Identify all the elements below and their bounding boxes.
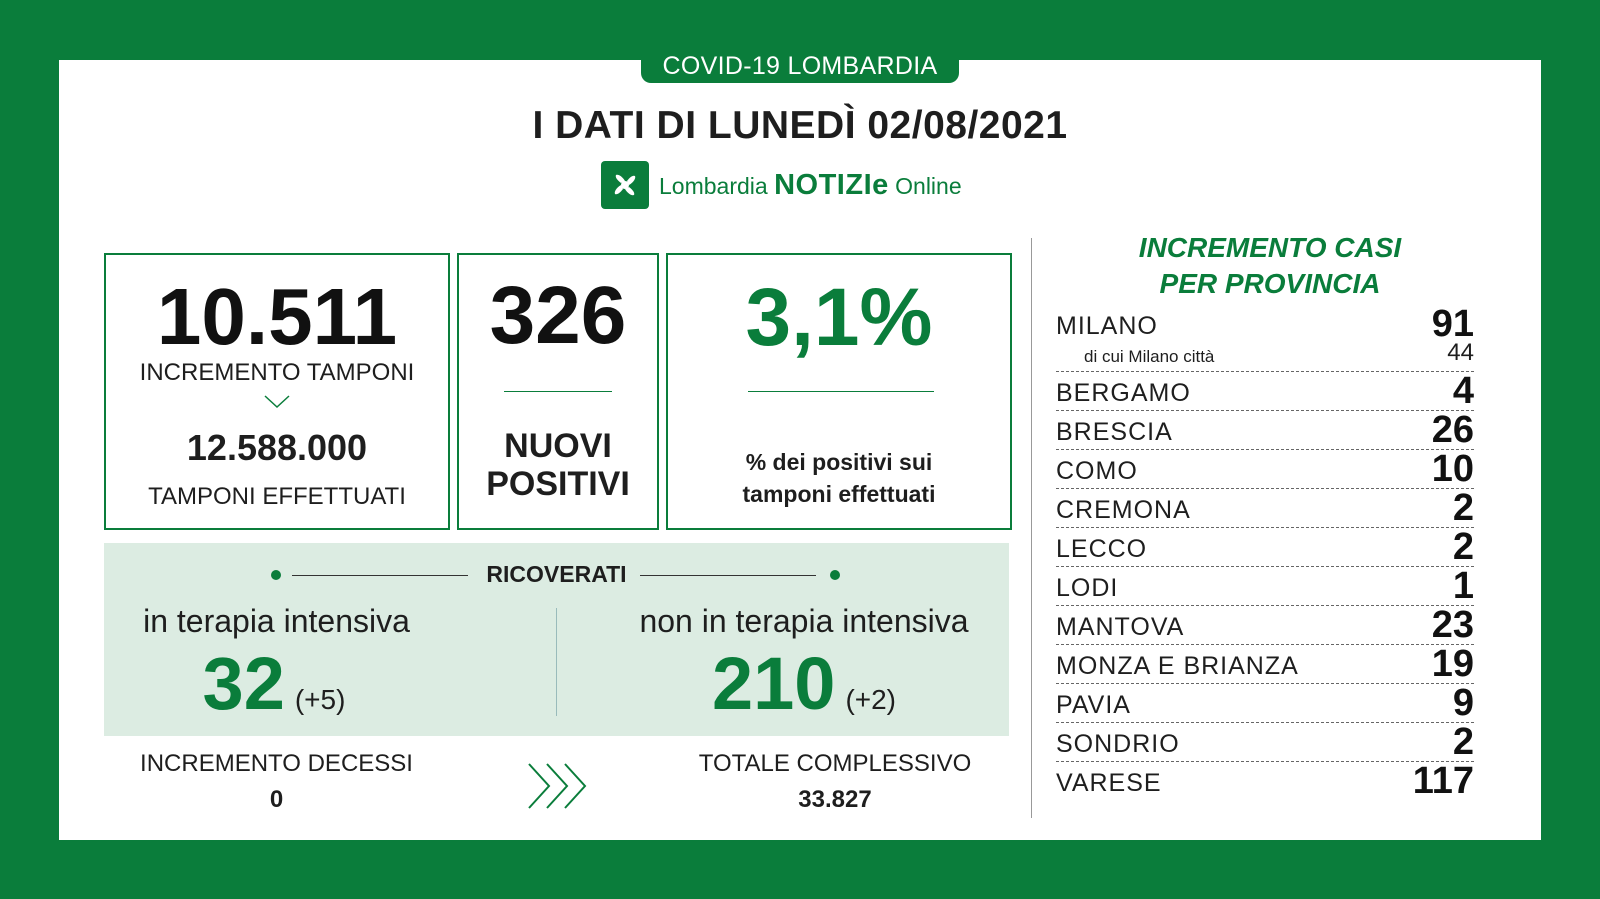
percentuale-label-1: % dei positivi sui — [745, 449, 933, 475]
province-name: LECCO — [1056, 535, 1148, 563]
province-title-2: PER PROVINCIA — [1159, 268, 1381, 299]
province-name: COMO — [1056, 457, 1138, 485]
triple-chevron-right-icon — [525, 760, 595, 817]
chevron-down-icon — [263, 394, 291, 415]
province-row: COMO 10 — [1056, 450, 1474, 489]
non-intensiva-label: non in terapia intensiva — [639, 603, 969, 639]
province-name: MILANO — [1056, 312, 1158, 340]
divider — [504, 391, 612, 392]
logo-text: Lombardia NOTIZIe Online — [659, 169, 962, 202]
province-row-milano: MILANO 91 di cui Milano città 44 — [1056, 305, 1474, 372]
province-value: 2 — [1452, 526, 1474, 568]
intensiva-value-wrap: 32 (+5) — [124, 647, 424, 721]
province-value: 19 — [1431, 643, 1474, 685]
totale-label: TOTALE COMPLESSIVO — [698, 750, 972, 777]
province-row: VARESE 117 — [1056, 762, 1474, 800]
divider — [748, 391, 934, 392]
province-name: VARESE — [1056, 769, 1162, 797]
province-name: MANTOVA — [1056, 613, 1185, 641]
province-name: BERGAMO — [1056, 379, 1191, 407]
province-name: MONZA E BRIANZA — [1056, 652, 1299, 680]
region-tag: COVID-19 LOMBARDIA — [641, 49, 959, 83]
tamponi-total-label: TAMPONI EFFETTUATI — [148, 483, 406, 510]
province-value: 2 — [1452, 721, 1474, 763]
page-title: I DATI DI LUNEDÌ 02/08/2021 — [532, 104, 1068, 147]
province-value: 10 — [1431, 448, 1474, 490]
province-value: 9 — [1452, 682, 1474, 724]
province-row: MANTOVA 23 — [1056, 606, 1474, 645]
decessi-value: 0 — [269, 786, 284, 813]
tamponi-total: 12.588.000 — [186, 427, 368, 468]
line-right — [640, 575, 816, 576]
dot-left — [271, 570, 281, 580]
province-title-1: INCREMENTO CASI — [1138, 232, 1402, 263]
ricoverati-panel: RICOVERATI in terapia intensiva 32 (+5) n… — [104, 543, 1009, 736]
intensiva-value: 32 — [202, 642, 285, 725]
percentuale-label-2: tamponi effettuati — [742, 481, 936, 507]
logo-name: Lombardia — [659, 172, 768, 199]
intensiva-delta: (+5) — [294, 684, 346, 715]
province-value: 1 — [1452, 565, 1474, 607]
decessi-label: INCREMENTO DECESSI — [140, 750, 413, 777]
province-row: PAVIA 9 — [1056, 684, 1474, 723]
vertical-separator — [1031, 238, 1032, 818]
tamponi-increment-label: INCREMENTO TAMPONI — [139, 359, 415, 386]
province-title: INCREMENTO CASI PER PROVINCIA — [1060, 230, 1480, 302]
logo: Lombardia NOTIZIe Online — [601, 160, 962, 210]
tamponi-increment: 10.511 — [156, 272, 398, 361]
non-intensiva-value-wrap: 210 (+2) — [664, 647, 944, 721]
nuovi-positivi-value: 326 — [489, 270, 627, 361]
totale-value: 33.827 — [798, 786, 872, 813]
positivi-box: 326 NUOVI POSITIVI — [457, 253, 659, 530]
province-value: 117 — [1412, 760, 1474, 802]
province-name: BRESCIA — [1056, 418, 1173, 446]
ricoverati-separator — [556, 608, 557, 716]
province-value: 26 — [1431, 409, 1474, 451]
province-row: SONDRIO 2 — [1056, 723, 1474, 762]
province-name: LODI — [1056, 574, 1119, 602]
logo-bold: NOTIZIe — [774, 168, 889, 201]
percentuale-value: 3,1% — [745, 272, 933, 363]
province-name: SONDRIO — [1056, 730, 1180, 758]
province-row: BERGAMO 4 — [1056, 372, 1474, 411]
ricoverati-title: RICOVERATI — [486, 561, 627, 587]
dot-right — [830, 570, 840, 580]
province-value: 2 — [1452, 487, 1474, 529]
province-row: LODI 1 — [1056, 567, 1474, 606]
province-value: 23 — [1431, 604, 1474, 646]
province-name: PAVIA — [1056, 691, 1131, 719]
province-value: 4 — [1452, 370, 1474, 412]
line-left — [292, 575, 468, 576]
nuovi-positivi-label-1: NUOVI — [504, 427, 612, 465]
logo-online: Online — [895, 172, 962, 199]
province-list: MILANO 91 di cui Milano città 44 BERGAMO… — [1056, 305, 1474, 800]
province-value: 91 — [1431, 303, 1474, 345]
lombardia-rose-icon — [601, 161, 649, 209]
nuovi-positivi-label-2: POSITIVI — [486, 465, 630, 503]
milano-city-label: di cui Milano città — [1084, 347, 1215, 366]
non-intensiva-delta: (+2) — [845, 684, 897, 715]
province-row: MONZA E BRIANZA 19 — [1056, 645, 1474, 684]
tamponi-box: 10.511 INCREMENTO TAMPONI 12.588.000 TAM… — [104, 253, 450, 530]
province-row: BRESCIA 26 — [1056, 411, 1474, 450]
province-row: CREMONA 2 — [1056, 489, 1474, 528]
province-name: CREMONA — [1056, 496, 1191, 524]
milano-city-value: 44 — [1447, 339, 1474, 366]
province-row: LECCO 2 — [1056, 528, 1474, 567]
non-intensiva-value: 210 — [711, 642, 836, 725]
intensiva-label: in terapia intensiva — [143, 603, 410, 639]
percentuale-box: 3,1% % dei positivi sui tamponi effettua… — [666, 253, 1012, 530]
